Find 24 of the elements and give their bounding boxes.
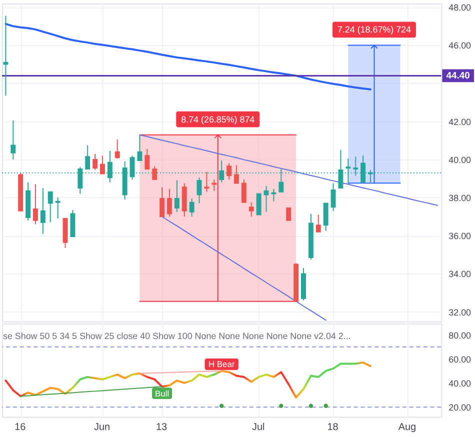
x-tick-label: 13 bbox=[156, 422, 168, 434]
annotation: se Show 50 5 34 5 Show 25 close 40 Show 100 None None None None None v2.04 2... bbox=[2, 331, 351, 342]
ref-line-label: 44.40 bbox=[446, 70, 470, 82]
y-tick-label: 36.00 bbox=[448, 231, 472, 242]
y-tick-label: 34.00 bbox=[448, 269, 472, 280]
x-tick-label: Aug bbox=[398, 422, 416, 434]
annotation: Bull bbox=[155, 388, 170, 398]
annotation: H Bear bbox=[208, 359, 235, 370]
annotation: 8.74 (26.85%) 874 bbox=[181, 114, 255, 124]
x-tick-label: 16 bbox=[14, 422, 26, 434]
y-tick-label: 46.00 bbox=[448, 40, 472, 51]
x-tick-label: Jul bbox=[252, 422, 265, 434]
y-tick-label: 40.00 bbox=[448, 154, 472, 165]
y-tick-label: 60.00 bbox=[448, 354, 472, 364]
y-tick-label: 42.00 bbox=[448, 116, 472, 127]
y-tick-label: 48.00 bbox=[448, 2, 472, 13]
y-tick-label: 20.00 bbox=[448, 402, 472, 413]
y-tick-label: 80.00 bbox=[448, 330, 472, 340]
annotation: 7.24 (18.67%) 724 bbox=[337, 24, 412, 35]
y-tick-label: 40.00 bbox=[448, 378, 472, 388]
y-tick-label: 32.00 bbox=[448, 307, 472, 318]
x-tick-label: Jun bbox=[94, 422, 110, 434]
y-tick-label: 38.00 bbox=[448, 193, 472, 204]
x-tick-label: 18 bbox=[327, 422, 339, 434]
